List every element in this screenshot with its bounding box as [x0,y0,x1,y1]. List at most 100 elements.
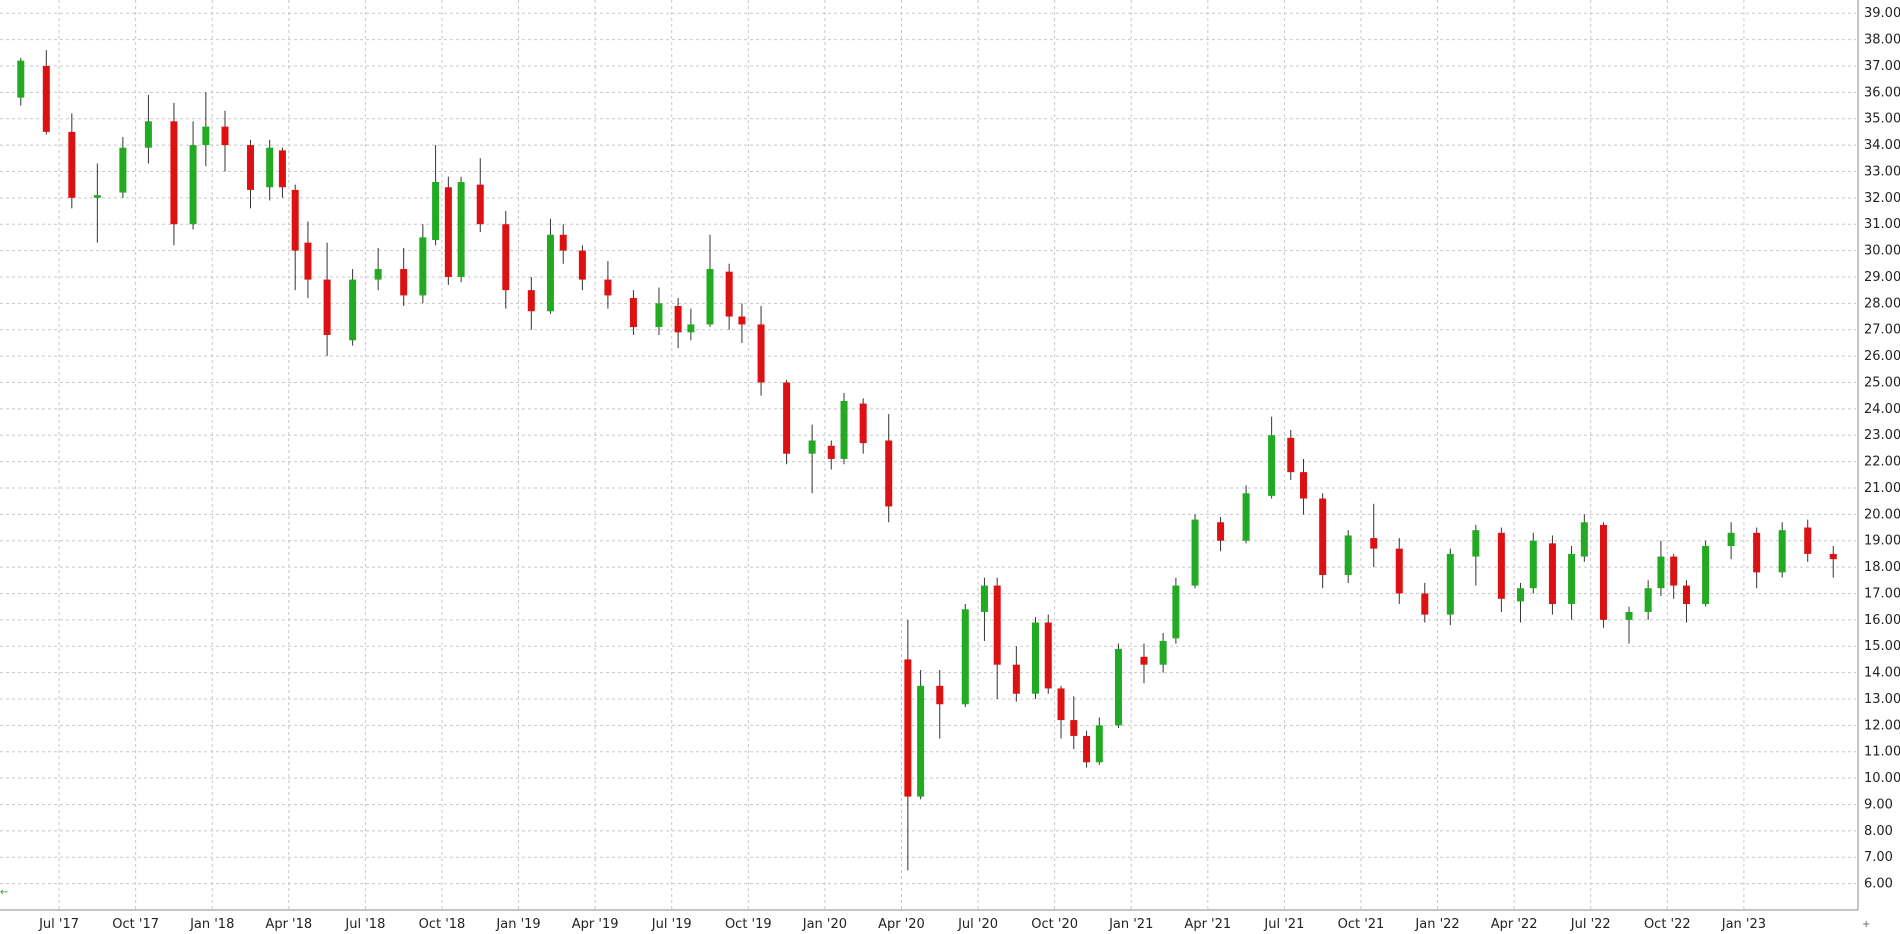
candle [1095,717,1103,765]
candle [247,139,255,209]
candle-body-down [629,298,637,328]
candle [278,147,286,198]
candle-body-down [1548,543,1556,605]
candle [706,234,714,328]
candle [1083,730,1091,768]
y-tick-label: 36.00 [1864,85,1900,100]
candle [885,414,893,523]
candle [674,298,682,349]
y-tick-label: 31.00 [1864,217,1900,232]
candle-body-up [961,609,969,705]
candle-body-down [1287,437,1295,473]
candle [432,145,440,246]
candle [1242,485,1250,544]
y-tick-label: 29.00 [1864,270,1900,285]
candle [827,440,835,470]
y-tick-label: 27.00 [1864,323,1900,338]
candle [93,163,101,243]
candle-body-up [1268,435,1276,496]
candles [17,50,1837,871]
candle-body-down [578,250,586,280]
candle-body-down [323,279,331,335]
candle-body-up [1568,553,1576,605]
candle [961,604,969,707]
candle [1657,540,1665,597]
candle-body-down [170,121,178,225]
y-tick-label: 21.00 [1864,481,1900,496]
candle-body-up [93,195,101,198]
candle [1670,553,1678,599]
x-tick-label: Oct '20 [1031,917,1078,932]
candle-body-down [559,234,567,251]
y-tick-label: 6.00 [1864,877,1893,892]
y-tick-label: 19.00 [1864,534,1900,549]
candle [349,269,357,346]
candle [1548,535,1556,615]
candle-body-up [349,279,357,341]
candle-body-down [738,316,746,325]
candle [1529,532,1537,594]
candle [1625,606,1633,644]
x-tick-label: Jul '22 [1570,917,1611,932]
candle-body-down [1140,656,1148,665]
candle-body-up [1657,556,1665,589]
x-tick-label: Jan '18 [189,917,234,932]
x-tick-label: Oct '22 [1644,917,1691,932]
candle [170,102,178,246]
candle [936,669,944,739]
candle-body-down [1753,532,1761,573]
candle [1497,527,1505,612]
candle-body-up [457,182,465,277]
candle [1644,580,1652,620]
candle [1599,522,1607,628]
y-tick-label: 23.00 [1864,428,1900,443]
candle [655,287,663,335]
candle [502,211,510,309]
candle-body-up [1095,725,1103,763]
candle-body-up [706,269,714,325]
y-tick-label: 35.00 [1864,112,1900,127]
y-tick-label: 18.00 [1864,560,1900,575]
candle [1300,458,1308,515]
candle-body-down [1300,472,1308,499]
candle-body-up [1344,535,1352,576]
x-tick-label: Jul '21 [1263,917,1304,932]
candle [1727,522,1735,560]
candle-body-up [980,585,988,612]
y-tick-label: 25.00 [1864,375,1900,390]
scroll-marker-left[interactable]: ← [0,887,8,898]
candle-body-up [419,237,427,296]
candle [604,261,612,309]
candle [1702,540,1710,607]
candle-body-up [1172,585,1180,639]
candle-body-down [1829,553,1837,560]
candle-body-up [687,324,695,333]
candle [1395,538,1403,605]
candle-body-up [808,440,816,454]
candle-body-down [1012,664,1020,694]
y-tick-label: 17.00 [1864,586,1900,601]
candle [1421,582,1429,623]
candle [1159,633,1167,673]
candle-body-down [1083,735,1091,763]
candle [374,247,382,291]
x-axis-ticks: Jul '17 Oct '17 Jan '18 Apr '18 Jul '18 Oct '… [38,917,1766,932]
candle-body-up [1446,553,1454,615]
candle-body-down [221,126,229,146]
x-tick-label: Apr '18 [265,917,312,932]
candle [1517,582,1525,623]
candle-body-up [17,60,25,98]
y-tick-label: 24.00 [1864,402,1900,417]
candle-body-up [917,685,925,797]
candle [1568,546,1576,620]
candle [17,58,25,106]
candle [444,176,452,285]
x-tick-label: Apr '21 [1184,917,1231,932]
candle [457,176,465,283]
candle [1140,643,1148,684]
candle-body-up [1472,530,1480,557]
candle [738,303,746,343]
y-tick-label: 38.00 [1864,33,1900,48]
x-tick-label: Jul '20 [957,917,998,932]
candle [757,305,765,396]
